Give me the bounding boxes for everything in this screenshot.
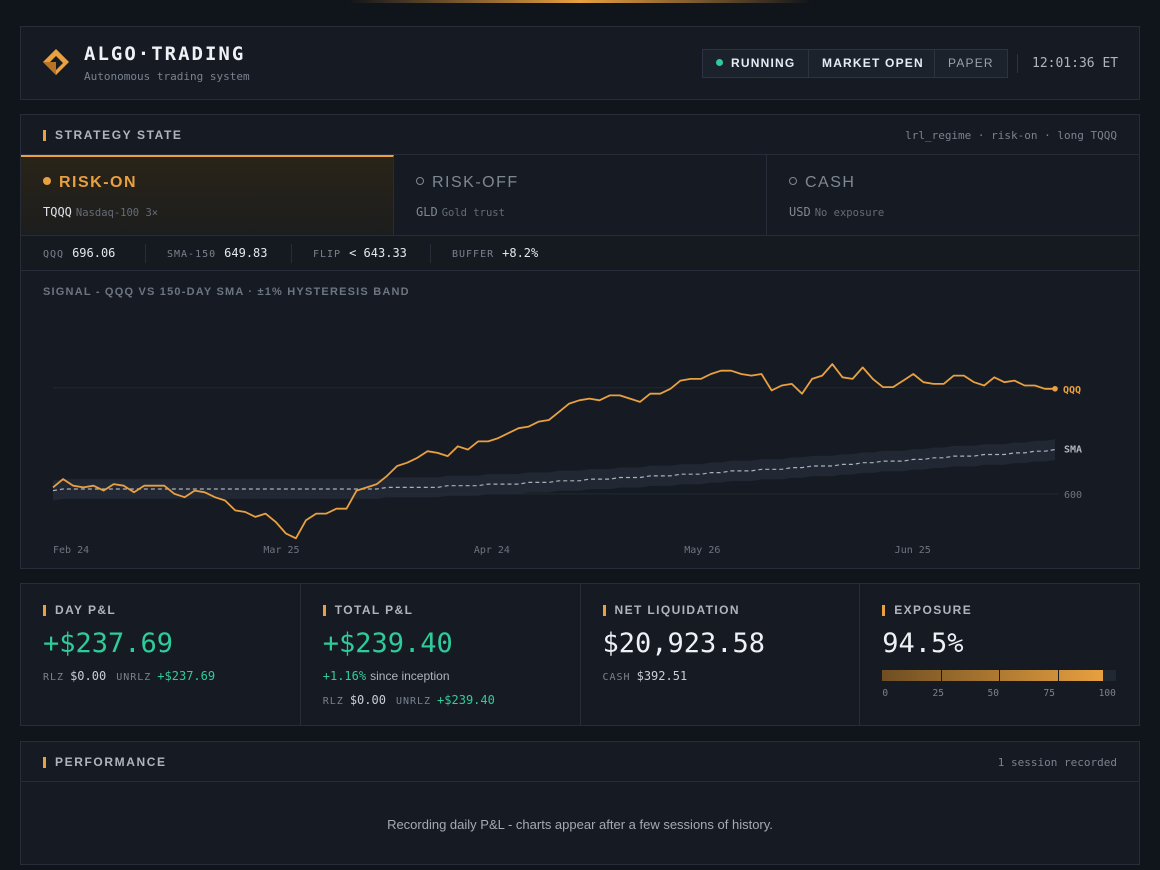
bar-tick	[1057, 670, 1059, 681]
divider	[1017, 54, 1018, 73]
inactive-ring-icon	[789, 177, 797, 185]
exposure-scale-label: 25	[932, 688, 944, 699]
metric-flip: FLIP < 643.33	[313, 246, 407, 260]
stats-panel: DAY P&L +$237.69 RLZ $0.00 UNRLZ +$237.69 T…	[20, 583, 1140, 726]
exposure-card: EXPOSURE 94.5% 0 25 50 75 100	[860, 584, 1139, 725]
state-desc: Gold trust	[441, 207, 505, 219]
exposure-scale-label: 75	[1043, 688, 1055, 699]
status-running-badge: RUNNING	[702, 49, 810, 78]
day-pnl-breakdown: RLZ $0.00 UNRLZ +$237.69	[43, 669, 216, 683]
total-pnl-value: +$239.40	[322, 628, 453, 659]
paper-mode-badge: PAPER	[934, 49, 1008, 78]
performance-panel: PERFORMANCE 1 session recorded Recording…	[20, 741, 1140, 865]
x-tick-label: Apr 24	[474, 545, 510, 555]
strategy-panel: STRATEGY STATE lrl_regime · risk-on · lo…	[20, 114, 1140, 569]
state-ticker: USD	[789, 205, 811, 219]
section-marker	[43, 605, 46, 616]
exposure-scale-label: 100	[1098, 688, 1116, 699]
qqq-end-marker	[1052, 385, 1058, 392]
cash-balance: CASH $392.51	[602, 669, 688, 683]
exposure-label: EXPOSURE	[894, 603, 973, 617]
signal-metrics: QQQ 696.06 SMA-150 649.83 FLIP < 643.33 BUF…	[21, 236, 1139, 271]
divider	[291, 244, 292, 263]
strategy-title: STRATEGY STATE	[55, 128, 183, 142]
exposure-bar-fill	[882, 670, 1104, 681]
metric-qqq: QQQ 696.06	[43, 246, 116, 260]
sessions-count: 1 session recorded	[997, 756, 1117, 769]
inactive-ring-icon	[416, 177, 424, 185]
bar-tick	[999, 670, 1001, 681]
divider	[145, 244, 146, 263]
signal-chart: 600 QQQ SMA Feb 24 Mar 25 Apr 24 May 26 Jun 25	[52, 363, 1082, 555]
app-subtitle: Autonomous trading system	[84, 70, 250, 83]
section-marker	[882, 605, 886, 616]
running-dot-icon	[716, 59, 723, 66]
x-tick-label: Feb 24	[53, 545, 89, 555]
strategy-header: STRATEGY STATE lrl_regime · risk-on · lo…	[21, 115, 1139, 155]
state-desc: Nasdaq-100 3×	[75, 207, 159, 219]
active-dot-icon	[43, 177, 51, 185]
exposure-value: 94.5%	[882, 628, 964, 659]
state-ticker: GLD	[416, 205, 438, 219]
x-tick-label: May 26	[684, 545, 720, 555]
x-tick-label: Mar 25	[263, 545, 299, 555]
section-marker	[43, 757, 46, 768]
metric-buffer: BUFFER +8.2%	[452, 246, 539, 260]
strategy-context: lrl_regime · risk-on · long TQQQ	[905, 129, 1117, 142]
sma-series-label: SMA	[1064, 445, 1082, 456]
net-liquidation-card: NET LIQUIDATION $20,923.58 CASH $392.51	[581, 584, 861, 725]
day-pnl-card: DAY P&L +$237.69 RLZ $0.00 UNRLZ +$237.69	[21, 584, 301, 725]
total-pnl-label: TOTAL P&L	[334, 603, 414, 617]
qqq-series-label: QQQ	[1063, 385, 1081, 396]
clock: 12:01:36 ET	[1032, 56, 1119, 71]
y-tick-label: 600	[1064, 490, 1082, 501]
market-open-badge: MARKET OPEN	[808, 49, 938, 78]
state-name: CASH	[805, 174, 856, 191]
top-accent-line	[0, 0, 1160, 3]
bar-tick	[940, 670, 942, 681]
state-risk-off[interactable]: RISK-OFF GLD Gold trust	[394, 155, 767, 235]
state-name: RISK-ON	[59, 174, 138, 191]
net-liquidation-value: $20,923.58	[602, 628, 766, 659]
app-title: ALGO·TRADING	[84, 43, 246, 65]
exposure-scale-label: 50	[987, 688, 999, 699]
performance-empty-message: Recording daily P&L - charts appear afte…	[387, 817, 773, 832]
x-tick-label: Jun 25	[895, 545, 931, 555]
qqq-series-line	[52, 363, 1055, 540]
app-header: ALGO·TRADING Autonomous trading system R…	[20, 26, 1140, 100]
hysteresis-band	[53, 439, 1055, 501]
chart-title: SIGNAL - QQQ VS 150-DAY SMA · ±1% HYSTER…	[43, 286, 410, 298]
metric-sma: SMA-150 649.83	[167, 246, 268, 260]
state-ticker: TQQQ	[43, 205, 72, 219]
total-pnl-card: TOTAL P&L +$239.40 +1.16% since inception…	[301, 584, 581, 725]
section-marker	[602, 605, 606, 616]
total-pnl-breakdown: RLZ $0.00 UNRLZ +$239.40	[322, 693, 495, 707]
state-name: RISK-OFF	[432, 174, 519, 191]
net-liquidation-label: NET LIQUIDATION	[614, 603, 740, 617]
performance-header: PERFORMANCE 1 session recorded	[21, 742, 1139, 782]
section-marker	[43, 130, 46, 141]
logo-icon	[43, 49, 69, 75]
state-desc: No exposure	[814, 207, 885, 219]
total-pnl-pct: +1.16% since inception	[322, 669, 450, 683]
exposure-scale-label: 0	[882, 688, 889, 699]
section-marker	[322, 605, 326, 616]
exposure-bar	[882, 670, 1117, 681]
day-pnl-label: DAY P&L	[55, 603, 117, 617]
day-pnl-value: +$237.69	[43, 628, 174, 659]
performance-title: PERFORMANCE	[55, 755, 167, 769]
state-risk-on[interactable]: RISK-ON TQQQ Nasdaq-100 3×	[21, 155, 394, 235]
state-cash[interactable]: CASH USD No exposure	[767, 155, 1139, 235]
regime-states: RISK-ON TQQQ Nasdaq-100 3× RISK-OFF GLD Go…	[21, 155, 1139, 236]
divider	[430, 244, 431, 263]
